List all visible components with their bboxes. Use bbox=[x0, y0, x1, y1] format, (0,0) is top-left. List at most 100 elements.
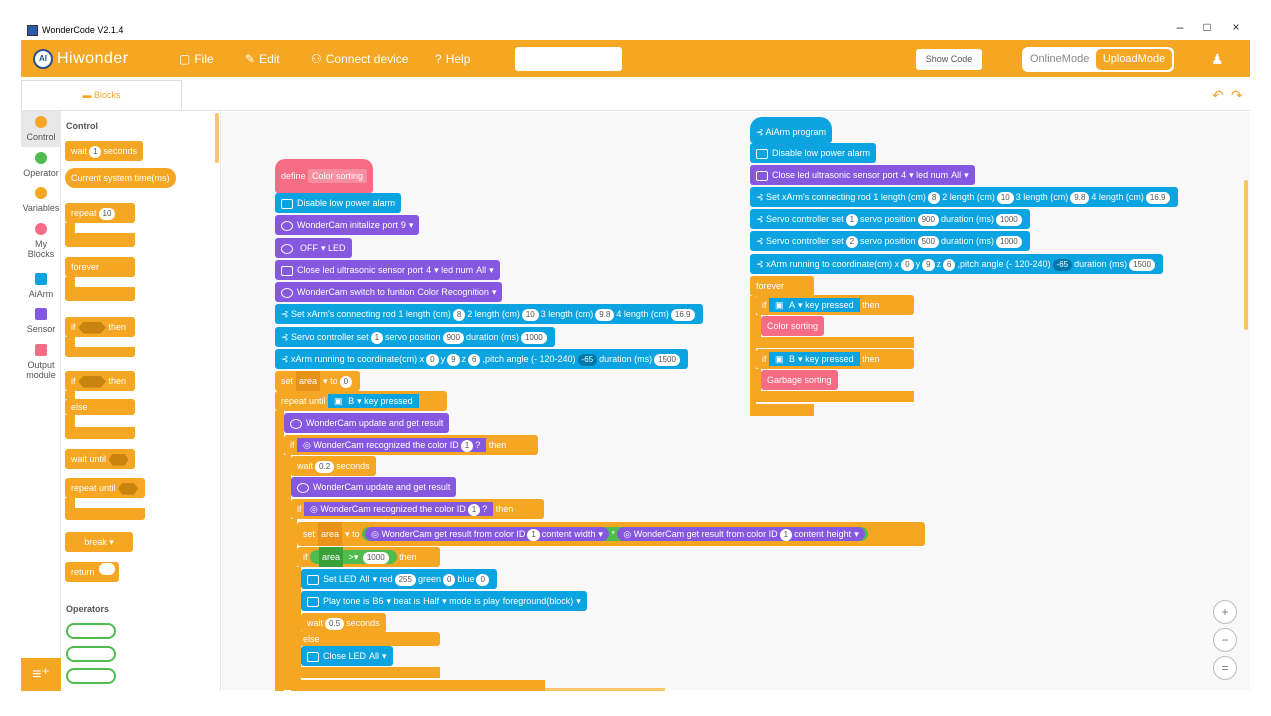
arm-icon: ⊰ bbox=[281, 332, 292, 342]
edit-menu[interactable]: ✎ Edit bbox=[245, 52, 280, 66]
call-color-sorting-block[interactable]: Color sorting bbox=[761, 316, 825, 336]
palette-return-block[interactable]: return bbox=[65, 562, 119, 582]
palette-wait-until-block[interactable]: wait until bbox=[65, 449, 135, 469]
camera-icon bbox=[281, 220, 293, 231]
upload-mode-option[interactable]: UploadMode bbox=[1096, 49, 1172, 70]
wait-block-2[interactable]: wait 0.5 seconds bbox=[301, 613, 386, 633]
palette-current-time-block[interactable]: Current system time(ms) bbox=[65, 168, 176, 188]
disable-alarm-block-2[interactable]: Disable low power alarm bbox=[750, 143, 877, 163]
if-recognized-block-1[interactable]: if ◎ WonderCam recognized the color ID 1?… bbox=[284, 435, 538, 455]
camera-icon bbox=[297, 482, 309, 493]
cam-update-block-2[interactable]: WonderCam update and get result bbox=[291, 477, 457, 497]
help-menu[interactable]: ? Help bbox=[435, 52, 471, 66]
palette-multiply-block[interactable] bbox=[66, 668, 116, 686]
zoom-in-button[interactable]: + bbox=[1213, 600, 1237, 624]
close-button[interactable]: × bbox=[1232, 20, 1240, 34]
output-module-icon bbox=[35, 344, 47, 356]
set-area-product-block[interactable]: set area ▾ to ◎ WonderCam get result from … bbox=[297, 522, 925, 546]
set-rod-lengths-block[interactable]: ⊰ Set xArm's connecting rod 1 length (cm… bbox=[275, 304, 703, 324]
file-menu[interactable]: ▢ File bbox=[179, 52, 214, 66]
disable-alarm-block[interactable]: Disable low power alarm bbox=[275, 193, 402, 213]
operator-dot-icon bbox=[35, 152, 47, 164]
palette-operators-title: Operators bbox=[66, 604, 110, 614]
category-output-module[interactable]: Output module bbox=[21, 344, 61, 380]
led-icon bbox=[307, 574, 319, 585]
palette-repeat-block[interactable]: repeat 10 bbox=[65, 203, 135, 223]
block-palette: Control wait 1 seconds Current system time… bbox=[61, 111, 221, 691]
category-sensor[interactable]: Sensor bbox=[21, 308, 61, 334]
play-tone-block[interactable]: Play tone is B6 ▾ beat is Half ▾ mode is pla… bbox=[301, 591, 587, 611]
wait-block-1[interactable]: wait 0.2 seconds bbox=[291, 456, 376, 476]
palette-repeat-until-block[interactable]: repeat until bbox=[65, 478, 145, 498]
servo-set-block-2[interactable]: ⊰ Servo controller set 2 servo position 500… bbox=[750, 231, 1030, 251]
palette-subtract-block[interactable] bbox=[66, 646, 116, 664]
palette-break-block[interactable]: break ▾ bbox=[65, 532, 133, 552]
palette-forever-block[interactable]: forever bbox=[65, 257, 135, 277]
repeat-until-b-block[interactable]: repeat until ▣ B ▾ key pressed bbox=[275, 391, 447, 411]
aiarm-icon bbox=[35, 273, 47, 285]
canvas-scrollbar[interactable] bbox=[1244, 180, 1248, 330]
if-recognized-block-2[interactable]: if ◎ WonderCam recognized the color ID 1?… bbox=[291, 499, 544, 519]
servo-set-block-1[interactable]: ⊰ Servo controller set 1 servo position 900… bbox=[750, 209, 1030, 229]
category-my-blocks[interactable]: My Blocks bbox=[21, 223, 61, 259]
servo-set-block[interactable]: ⊰ Servo controller set 1 servo position 900… bbox=[275, 327, 555, 347]
call-garbage-sorting-block[interactable]: Garbage sorting bbox=[761, 370, 838, 390]
show-code-button[interactable]: Show Code bbox=[916, 49, 982, 70]
cam-update-block-1[interactable]: WonderCam update and get result bbox=[284, 413, 450, 433]
set-rod-lengths-block-2[interactable]: ⊰ Set xArm's connecting rod 1 length (cm… bbox=[750, 187, 1178, 207]
sensor-icon bbox=[35, 308, 47, 320]
buzzer-icon bbox=[307, 596, 319, 607]
undo-icon[interactable]: ↶ bbox=[1212, 87, 1224, 103]
category-variables[interactable]: Variables bbox=[21, 187, 61, 213]
category-operator[interactable]: Operator bbox=[21, 152, 61, 178]
close-led-block[interactable]: Close led ultrasonic sensor port 4 ▾ led n… bbox=[275, 260, 500, 280]
camera-icon: ◎ bbox=[371, 529, 382, 539]
palette-if-block[interactable]: if then bbox=[65, 317, 135, 337]
ultrasonic-icon bbox=[756, 170, 768, 181]
led-off-block[interactable]: OFF ▾ LED bbox=[275, 238, 352, 258]
arm-icon: ⊰ bbox=[756, 236, 767, 246]
extensions-button[interactable]: ≡⁺ bbox=[21, 658, 61, 691]
camera-icon: ◎ bbox=[623, 529, 634, 539]
online-mode-option[interactable]: OnlineMode bbox=[1030, 53, 1090, 65]
zoom-reset-button[interactable]: = bbox=[1213, 656, 1237, 680]
category-control[interactable]: Control bbox=[21, 111, 61, 147]
minimize-button[interactable]: – bbox=[1176, 20, 1184, 34]
palette-if-else-block[interactable]: if then bbox=[65, 371, 135, 391]
if-key-b-block[interactable]: if ▣ B ▾ key pressed then bbox=[756, 349, 914, 369]
palette-add-block[interactable] bbox=[66, 623, 116, 641]
if-key-a-block[interactable]: if ▣ A ▾ key pressed then bbox=[756, 295, 914, 315]
controller-icon: ▣ bbox=[775, 354, 787, 364]
close-led-output-block[interactable]: Close LED All ▾ bbox=[301, 646, 393, 666]
connect-device-menu[interactable]: ⚇ Connect device bbox=[311, 52, 409, 66]
project-name-input[interactable] bbox=[515, 47, 622, 71]
palette-control-title: Control bbox=[66, 121, 98, 131]
close-led-block-2[interactable]: Close led ultrasonic sensor port 4 ▾ led n… bbox=[750, 165, 975, 185]
maximize-button[interactable]: □ bbox=[1203, 20, 1211, 34]
switch-function-block[interactable]: WonderCam switch to funtion Color Recogni… bbox=[275, 282, 503, 302]
app-icon bbox=[27, 25, 38, 36]
aiarm-program-hat[interactable]: ⊰ AiArm program bbox=[750, 117, 833, 143]
redo-icon[interactable]: ↷ bbox=[1231, 87, 1243, 103]
logo-badge: AI bbox=[33, 49, 53, 69]
user-settings-icon[interactable]: ♟ bbox=[1211, 51, 1224, 67]
mode-toggle[interactable]: OnlineMode UploadMode bbox=[1022, 47, 1174, 72]
arm-icon: ⊰ bbox=[756, 214, 767, 224]
forever-block[interactable]: forever bbox=[750, 276, 814, 296]
arm-icon: ⊰ bbox=[281, 309, 292, 319]
define-color-sorting-block[interactable]: define Color sorting bbox=[275, 159, 374, 193]
set-led-block[interactable]: Set LED All ▾ red 255 green 0 blue 0 bbox=[301, 569, 497, 589]
zoom-out-button[interactable]: − bbox=[1213, 628, 1237, 652]
arm-icon: ⊰ bbox=[281, 354, 292, 364]
tab-blocks[interactable]: ▬ Blocks bbox=[21, 80, 182, 109]
palette-scrollbar[interactable] bbox=[215, 113, 219, 163]
category-aiarm[interactable]: AiArm bbox=[21, 273, 61, 299]
wondercam-init-block[interactable]: WonderCam initalize port 9 ▾ bbox=[275, 215, 420, 235]
palette-wait-block[interactable]: wait 1 seconds bbox=[65, 141, 143, 161]
document-icon: ▢ bbox=[179, 52, 191, 66]
set-area-block[interactable]: set area ▾ to 0 bbox=[275, 371, 361, 391]
extension-add-icon: ≡⁺ bbox=[32, 666, 50, 683]
if-area-greater-block[interactable]: if area >▾ 1000 then bbox=[297, 547, 440, 567]
